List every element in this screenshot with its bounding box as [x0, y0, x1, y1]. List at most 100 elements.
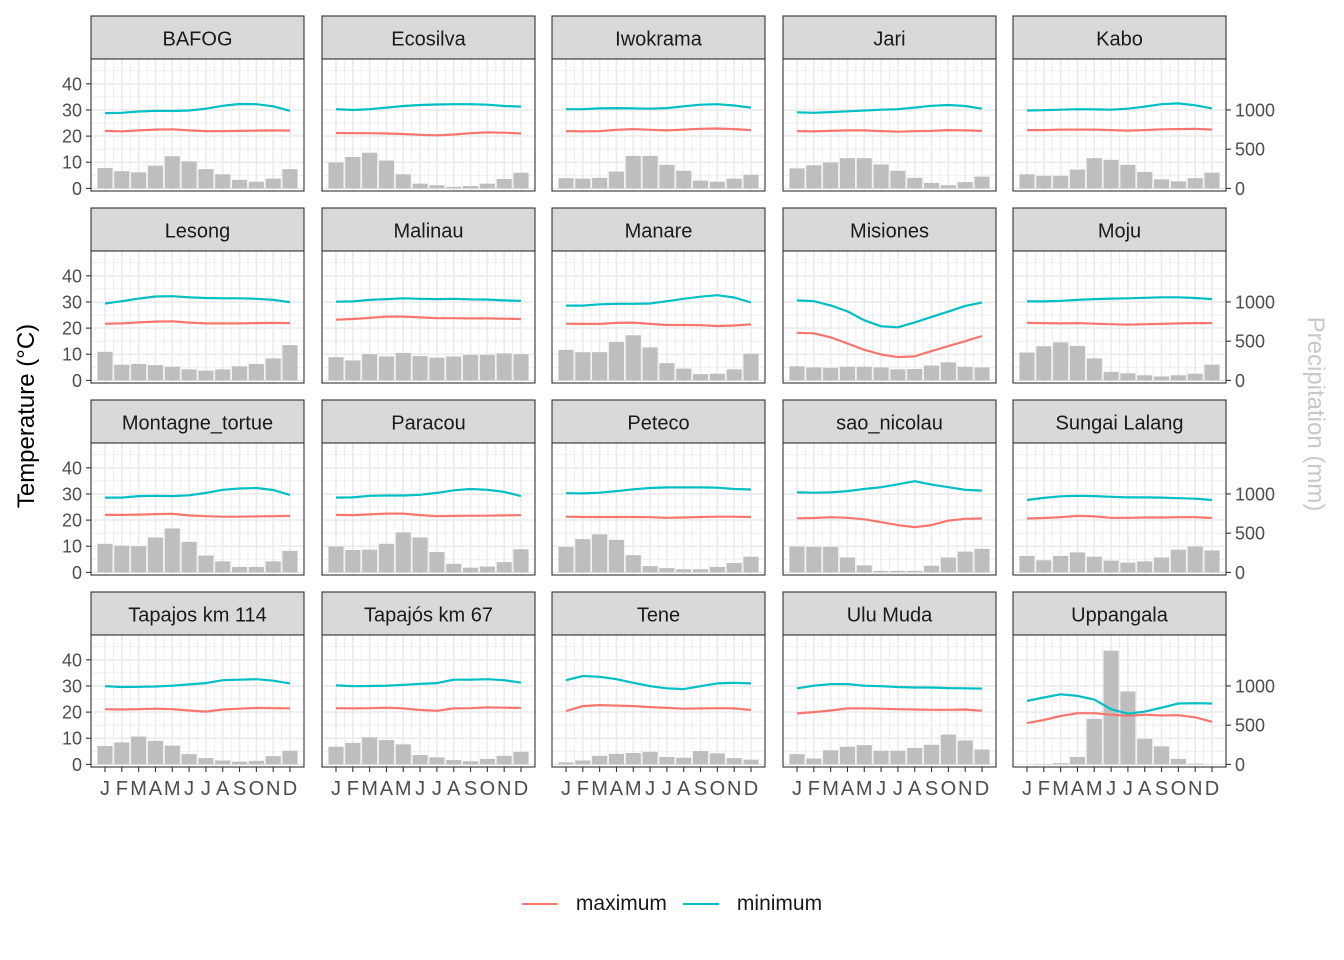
x-tick-label: F [808, 778, 820, 800]
y2-tick-label: 500 [1235, 524, 1265, 544]
x-tick-label: N [1188, 778, 1202, 800]
strip-kabo [1012, 15, 1227, 60]
x-tick-label: A [1138, 778, 1152, 800]
y-tick-label: 30 [62, 676, 82, 696]
x-tick-label: F [347, 778, 359, 800]
precip-bar [709, 181, 725, 189]
line-maximum-jari [796, 129, 983, 133]
panel-border-tapaj-s-km-67 [321, 634, 536, 768]
strip-paracou [321, 399, 536, 444]
x-tick-label: F [116, 778, 128, 800]
precip-bar [1120, 691, 1136, 765]
x-tick-label: A [447, 778, 461, 800]
y-tick-label: 40 [62, 458, 82, 478]
x-tick-label: M [130, 778, 147, 800]
panel-sao-nicolau: sao_nicolau [782, 399, 997, 576]
y-tick-label: 10 [62, 345, 82, 365]
precip-bar [479, 183, 495, 189]
panel-border-iwokrama [551, 58, 766, 192]
legend-item-minimum: minimum [682, 892, 823, 916]
precip-bar [462, 354, 479, 381]
precip-bar [395, 744, 411, 765]
precip-bar [462, 567, 479, 573]
precip-bar [692, 751, 709, 765]
precip-bar [1120, 373, 1136, 381]
x-tick-label: J [331, 778, 341, 800]
line-maximum-montagne-tortue [105, 512, 291, 518]
precip-bar [676, 368, 692, 381]
precip-bar [1153, 746, 1170, 765]
line-minimum-montagne-tortue [105, 486, 291, 499]
precip-bar [957, 182, 973, 189]
precip-bar [940, 185, 956, 189]
precip-bar [839, 746, 856, 765]
x-tick-label: A [841, 778, 855, 800]
x-tick-label: D [283, 778, 297, 800]
precip-bar [856, 565, 872, 573]
precip-bar [726, 369, 742, 381]
precip-bar [1170, 181, 1186, 189]
legend-label-minimum: minimum [736, 892, 823, 915]
precip-bar [923, 565, 940, 573]
strip-label-moju: Moju [1098, 221, 1141, 243]
strip-label-misiones: Misiones [850, 221, 929, 243]
panel-border-jari [782, 58, 997, 192]
y-tick-label: 40 [62, 74, 82, 94]
precip-bar [147, 165, 164, 189]
y-tick-label: 20 [62, 319, 82, 339]
precip-bar [181, 161, 197, 189]
precip-bar [558, 178, 574, 189]
y-tick-label: 40 [62, 266, 82, 286]
precip-bar [789, 366, 805, 381]
line-maximum-kabo [1027, 127, 1213, 132]
precip-bar [1019, 174, 1035, 189]
precip-bar [1120, 164, 1136, 189]
precip-bar [328, 357, 344, 381]
precip-bar [248, 181, 264, 189]
y2-tick-label: 0 [1235, 755, 1245, 775]
precip-bar [806, 758, 822, 765]
x-tick-label: F [1038, 778, 1050, 800]
panel-manare: Manare [551, 207, 766, 384]
line-maximum-iwokrama [565, 127, 752, 133]
precip-bar [743, 556, 759, 573]
line-maximum-paracou [335, 512, 522, 518]
strip-peteco [551, 399, 766, 444]
precip-bar [592, 177, 608, 189]
precip-bar [806, 546, 822, 573]
precip-bar [1053, 342, 1069, 381]
precip-bar [231, 761, 248, 765]
precip-bar [692, 180, 709, 189]
line-maximum-peteco [565, 515, 752, 519]
x-tick-label: J [201, 778, 211, 800]
precip-bar [265, 756, 281, 765]
precip-bar [265, 178, 281, 189]
precip-bar [923, 365, 940, 381]
line-minimum-misiones [796, 299, 983, 329]
x-tick-label: S [694, 778, 707, 800]
strip-bafog [90, 15, 305, 60]
precip-bar [659, 164, 675, 189]
precip-bar [345, 157, 361, 189]
precip-bar [625, 335, 641, 381]
y-tick-label: 40 [62, 650, 82, 670]
precip-bar [625, 555, 641, 573]
precip-bar [97, 167, 113, 189]
x-tick-label: A [149, 778, 163, 800]
panel-border-sao-nicolau [782, 442, 997, 576]
line-maximum-bafog [104, 128, 291, 133]
line-maximum-ulu-muda [796, 707, 983, 715]
precip-bar [429, 185, 445, 189]
precip-bar [1086, 158, 1102, 189]
precip-bar [625, 155, 641, 189]
precip-bar [479, 758, 495, 765]
precip-bar [362, 152, 378, 189]
precip-bar [97, 543, 113, 573]
precip-bar [726, 562, 742, 573]
precip-bar [378, 740, 395, 765]
x-tick-label: J [184, 778, 194, 800]
precip-bar [1036, 346, 1052, 381]
panel-border-sungai-lalang [1012, 442, 1227, 576]
panel-ecosilva: Ecosilva [321, 15, 536, 192]
